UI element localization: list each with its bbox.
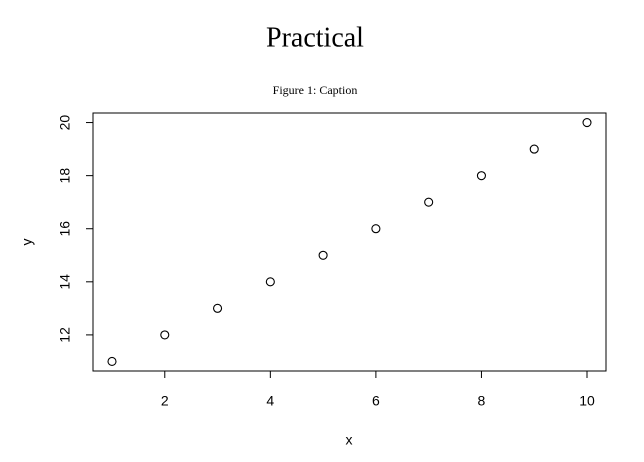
x-tick-label: 8 [478,393,486,409]
page-title: Practical [266,22,364,53]
point [107,356,117,366]
point [529,144,539,154]
x-tick-label: 10 [579,393,595,409]
point [213,303,223,313]
figure-caption: Figure 1: Caption [273,83,358,97]
y-tick-label: 18 [57,168,73,184]
point [476,171,486,181]
point [424,197,434,207]
x-tick-label: 4 [266,393,274,409]
x-tick-label: 6 [372,393,380,409]
plot-frame [92,112,607,372]
y-tick-label: 20 [57,115,73,131]
y-tick-label: 12 [57,327,73,343]
point [265,277,275,287]
point [371,224,381,234]
x-axis-label: x [346,432,353,448]
x-tick-label: 2 [161,393,169,409]
point [582,118,592,128]
point [160,330,170,340]
y-tick-label: 16 [57,221,73,237]
point [318,250,328,260]
y-tick-label: 14 [57,274,73,290]
y-axis-label: y [19,239,35,246]
